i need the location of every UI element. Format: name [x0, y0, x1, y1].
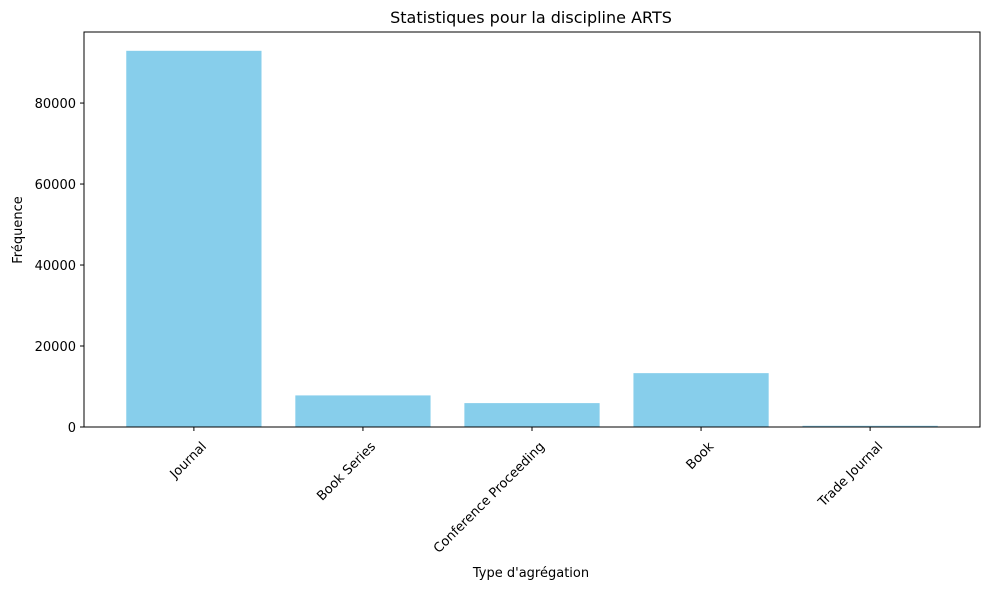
x-tick-label: Trade Journal	[815, 439, 886, 510]
chart-title: Statistiques pour la discipline ARTS	[390, 8, 672, 27]
y-tick-label: 40000	[35, 259, 76, 274]
x-tick-label: Book Series	[314, 439, 379, 504]
plot-frame	[83, 31, 981, 428]
y-tick-label: 60000	[35, 178, 76, 193]
y-axis-ticks: 0 20000 40000 60000 80000	[35, 97, 84, 436]
bar-book	[633, 373, 769, 427]
y-axis-label: Fréquence	[11, 196, 26, 263]
y-tick-label: 20000	[35, 340, 76, 355]
bars-layer	[126, 50, 938, 428]
x-tick-label: Book	[684, 439, 718, 473]
bar-trade-journal	[802, 425, 938, 427]
x-axis-label: Type d'agrégation	[472, 566, 589, 581]
x-tick-label: Journal	[167, 439, 210, 482]
x-axis-ticks: Journal Book Series Conference Proceeding B…	[167, 427, 886, 557]
bar-journal	[126, 50, 262, 428]
y-tick-label: 80000	[35, 97, 76, 112]
x-tick-label: Conference Proceeding	[431, 439, 548, 556]
y-tick-label: 0	[68, 421, 76, 436]
bar-book-series	[295, 395, 431, 427]
bar-conference-proceeding	[464, 403, 600, 427]
